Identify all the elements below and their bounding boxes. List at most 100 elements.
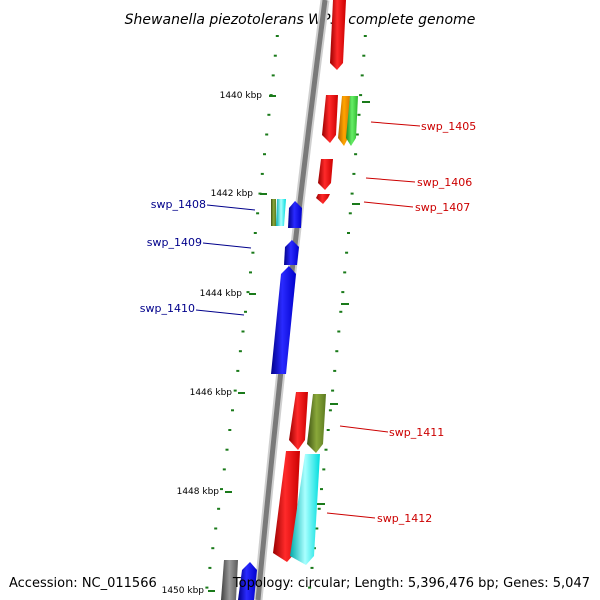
tick-marks bbox=[205, 35, 367, 589]
kbp-scale: 1440 kbp 1442 kbp 1444 kbp 1446 kbp 1448… bbox=[162, 91, 370, 596]
tick-dot-inner bbox=[231, 409, 234, 412]
tick-dot-inner bbox=[228, 429, 232, 431]
tick-dot-outer bbox=[343, 271, 347, 274]
gene-red-1404[interactable] bbox=[322, 95, 338, 143]
tick-dot-outer bbox=[337, 330, 341, 333]
tick-dot-inner bbox=[214, 527, 218, 530]
tick-dot-outer bbox=[322, 468, 326, 471]
tick-dot-inner bbox=[211, 547, 215, 550]
tick-dot-outer bbox=[345, 251, 349, 254]
label-swp-1410[interactable]: swp_1410 bbox=[140, 302, 195, 315]
tick-dot-inner bbox=[249, 271, 252, 274]
map-title: Shewanella piezotolerans WP3, complete g… bbox=[125, 12, 476, 28]
tick-dot-inner bbox=[273, 54, 277, 57]
leader-line bbox=[326, 512, 376, 519]
tick-dot-outer bbox=[310, 566, 314, 569]
tick-dot-outer bbox=[362, 54, 366, 57]
kbp-label: 1446 kbp bbox=[190, 388, 233, 398]
tick-dot-inner bbox=[217, 507, 221, 510]
tick-dot-inner bbox=[267, 113, 271, 116]
gene-gray-bottom[interactable] bbox=[221, 560, 238, 600]
tick-dot-outer bbox=[347, 232, 350, 234]
leader-line bbox=[339, 425, 389, 433]
tick-dot-inner bbox=[238, 350, 242, 353]
label-swp-1409[interactable]: swp_1409 bbox=[147, 236, 202, 249]
tick-dot-outer bbox=[363, 35, 367, 37]
tick-dot-outer bbox=[317, 507, 321, 510]
tick-dot-inner bbox=[246, 291, 250, 294]
forward-genes bbox=[273, 0, 358, 565]
tick-dot-outer bbox=[350, 192, 354, 195]
tick-dot-outer bbox=[328, 409, 332, 412]
tick-dot-outer bbox=[360, 74, 364, 77]
tick-dot-outer bbox=[326, 429, 330, 431]
tick-dot-outer bbox=[348, 212, 352, 215]
leader-line bbox=[365, 177, 416, 183]
gene-blue-1409[interactable] bbox=[284, 240, 299, 265]
tick-dot-outer bbox=[355, 133, 359, 136]
tick-dot-outer bbox=[308, 586, 312, 589]
tick-dot-inner bbox=[220, 488, 223, 491]
tick-dot-inner bbox=[251, 251, 255, 254]
tick-dot-inner bbox=[208, 566, 212, 569]
tick-dot-inner bbox=[275, 35, 279, 37]
accession-text: Accession: NC_011566 bbox=[9, 576, 157, 591]
gene-red-1411[interactable] bbox=[289, 392, 308, 450]
tick-dot-outer bbox=[315, 527, 319, 530]
tick-dot-inner bbox=[225, 448, 229, 451]
gene-blue-1410[interactable] bbox=[271, 266, 296, 374]
tick-dot-outer bbox=[352, 172, 356, 175]
gene-green-1405[interactable] bbox=[346, 96, 358, 146]
gene-cyan-1412[interactable] bbox=[290, 454, 320, 565]
gene-olive-1408[interactable] bbox=[271, 199, 276, 226]
tick-dot-outer bbox=[320, 488, 323, 491]
tick-dot-outer bbox=[333, 369, 337, 372]
tick-dot-inner bbox=[256, 212, 260, 215]
tick-dot-outer bbox=[357, 113, 361, 116]
tick-dot-inner bbox=[233, 389, 237, 392]
gene-blue-bottom[interactable] bbox=[238, 562, 257, 600]
gene-top-red[interactable] bbox=[330, 0, 346, 70]
tick-dot-inner bbox=[253, 232, 257, 234]
reverse-genes bbox=[221, 199, 302, 600]
leader-line bbox=[206, 204, 256, 211]
kbp-label: 1444 kbp bbox=[200, 289, 243, 299]
tick-dot-outer bbox=[339, 310, 343, 313]
leader-line bbox=[195, 309, 245, 316]
leader-line bbox=[363, 201, 414, 208]
gene-labels: swp_1405 swp_1406 swp_1407 swp_1411 swp_… bbox=[140, 120, 476, 525]
label-swp-1408[interactable]: swp_1408 bbox=[151, 198, 206, 211]
tick-dot-outer bbox=[354, 153, 358, 156]
tick-dot-outer bbox=[331, 389, 335, 392]
tick-dot-inner bbox=[241, 330, 245, 333]
tick-dot-inner bbox=[244, 310, 247, 313]
tick-dot-inner bbox=[263, 153, 266, 156]
leader-line bbox=[202, 242, 252, 249]
gene-red-1407[interactable] bbox=[316, 194, 330, 204]
gene-cyan-1408[interactable] bbox=[276, 199, 286, 226]
gene-olive-1411[interactable] bbox=[307, 394, 326, 453]
tick-dot-outer bbox=[335, 350, 339, 353]
tick-dot-inner bbox=[265, 133, 269, 136]
tick-dot-outer bbox=[324, 448, 328, 451]
tick-dot-outer bbox=[359, 94, 363, 97]
tick-dot-inner bbox=[222, 468, 226, 471]
label-swp-1406[interactable]: swp_1406 bbox=[417, 176, 472, 189]
tick-dot-inner bbox=[236, 369, 240, 372]
label-swp-1405[interactable]: swp_1405 bbox=[421, 120, 476, 133]
topology-text: Topology: circular; Length: 5,396,476 bp… bbox=[232, 576, 590, 591]
tick-dot-outer bbox=[341, 291, 345, 294]
tick-dot-inner bbox=[271, 74, 275, 77]
kbp-label: 1450 kbp bbox=[162, 586, 205, 596]
leader-line bbox=[370, 121, 421, 127]
kbp-label: 1440 kbp bbox=[220, 91, 263, 101]
tick-dot-inner bbox=[260, 172, 264, 175]
kbp-label: 1442 kbp bbox=[211, 189, 254, 199]
label-swp-1411[interactable]: swp_1411 bbox=[389, 426, 444, 439]
tick-dot-inner bbox=[205, 586, 209, 589]
gene-blue-1408[interactable] bbox=[288, 201, 302, 228]
label-swp-1407[interactable]: swp_1407 bbox=[415, 201, 470, 214]
label-swp-1412[interactable]: swp_1412 bbox=[377, 512, 432, 525]
gene-red-1406[interactable] bbox=[318, 159, 333, 190]
